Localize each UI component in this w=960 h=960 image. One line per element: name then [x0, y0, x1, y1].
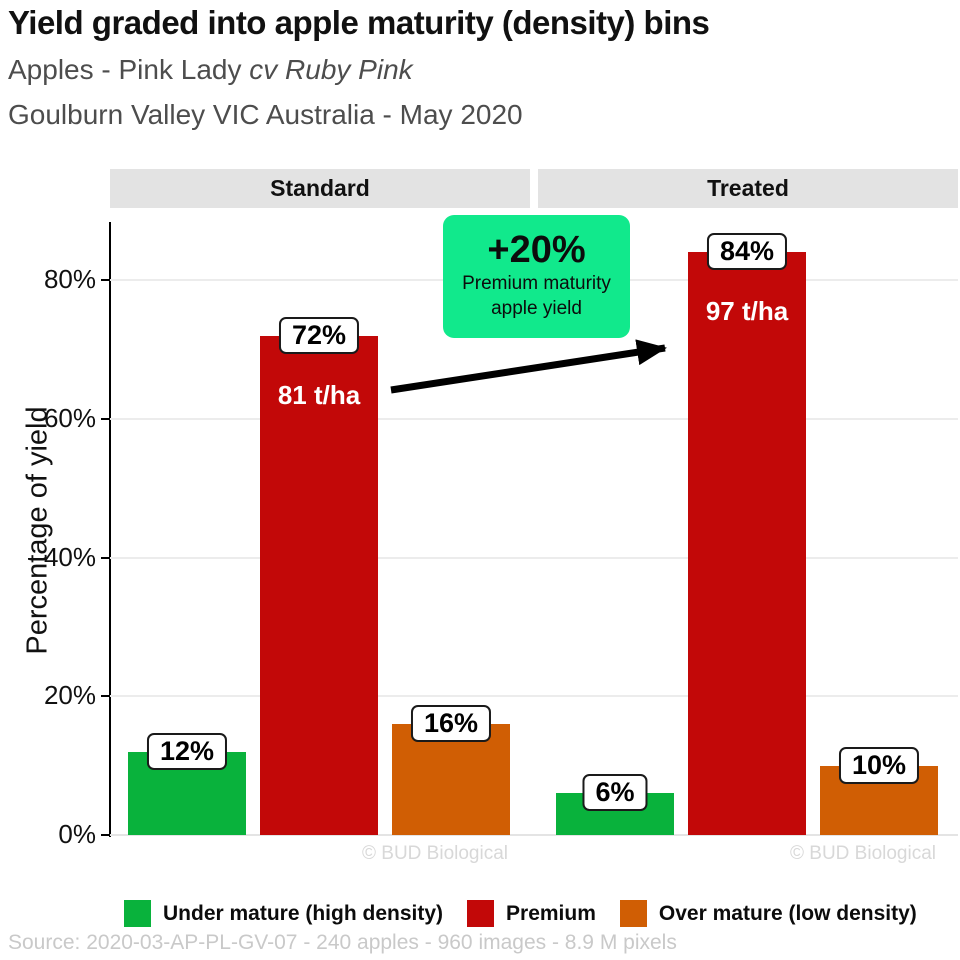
yield-label-standard: 81 t/ha: [277, 379, 361, 410]
source-caption: Source: 2020-03-AP-PL-GV-07 - 240 apples…: [8, 931, 677, 954]
legend-item-premium: Premium: [467, 900, 596, 927]
chart-subtitle-location: Goulburn Valley VIC Australia - May 2020: [8, 99, 523, 130]
gridline-40: [110, 556, 958, 559]
watermark-treated: © BUD Biological: [790, 843, 936, 864]
y-axis-line: [109, 222, 111, 837]
legend: Under mature (high density) Premium Over…: [124, 900, 960, 927]
watermark-standard: © BUD Biological: [362, 843, 508, 864]
annotation-arrow: [390, 339, 667, 394]
y-tick-mark-20: [101, 695, 109, 698]
bar-standard-premium: [260, 335, 378, 835]
yield-label-treated: 97 t/ha: [705, 296, 789, 327]
value-label-treated-under-mature-high-density-: 6%: [582, 774, 648, 812]
value-label-treated-over-mature-low-density-: 10%: [838, 746, 920, 784]
annotation-callout: +20% Premium maturity apple yield: [443, 215, 630, 338]
y-tick-label-80: 80%: [43, 264, 96, 294]
facet-strip-standard: Standard: [110, 169, 530, 208]
y-tick-label-0: 0%: [58, 819, 96, 849]
y-tick-label-20: 20%: [43, 680, 96, 711]
legend-label-premium: Premium: [506, 901, 596, 925]
legend-item-under-mature: Under mature (high density): [124, 900, 443, 927]
legend-item-over-mature: Over mature (low density): [619, 900, 917, 927]
y-tick-mark-60: [101, 417, 109, 420]
subtitle-plain: Apples - Pink Lady: [8, 54, 250, 85]
annotation-delta: +20%: [487, 228, 586, 271]
annotation-line1: Premium maturity: [462, 272, 611, 294]
y-tick-label-40: 40%: [43, 541, 96, 572]
value-label-standard-under-mature-high-density-: 12%: [146, 732, 228, 770]
y-tick-label-60: 60%: [43, 402, 96, 433]
gridline-0: [110, 834, 958, 836]
legend-label-over-mature: Over mature (low density): [658, 901, 917, 925]
value-label-standard-over-mature-low-density-: 16%: [410, 705, 492, 742]
bar-standard-over-mature-low-density-: [392, 724, 510, 835]
legend-swatch-orange: [619, 900, 647, 927]
y-tick-mark-40: [101, 556, 109, 559]
facet-strip-treated: Treated: [538, 169, 958, 208]
gridline-60: [110, 417, 958, 420]
legend-swatch-green: [124, 900, 151, 927]
bar-treated-premium: [688, 252, 806, 835]
chart-subtitle-cultivar: Apples - Pink Lady cv Ruby Pink: [8, 54, 413, 86]
chart-title: Yield graded into apple maturity (densit…: [8, 4, 710, 41]
legend-swatch-red: [467, 900, 495, 927]
y-tick-mark-0: [101, 834, 109, 836]
gridline-20: [110, 695, 958, 698]
annotation-line2: apple yield: [491, 298, 582, 320]
legend-label-under-mature: Under mature (high density): [163, 901, 444, 925]
value-label-standard-premium: 72%: [278, 316, 360, 354]
value-label-treated-premium: 84%: [706, 233, 788, 271]
y-tick-mark-80: [101, 279, 109, 281]
subtitle-italic: cv Ruby Pink: [249, 54, 413, 85]
